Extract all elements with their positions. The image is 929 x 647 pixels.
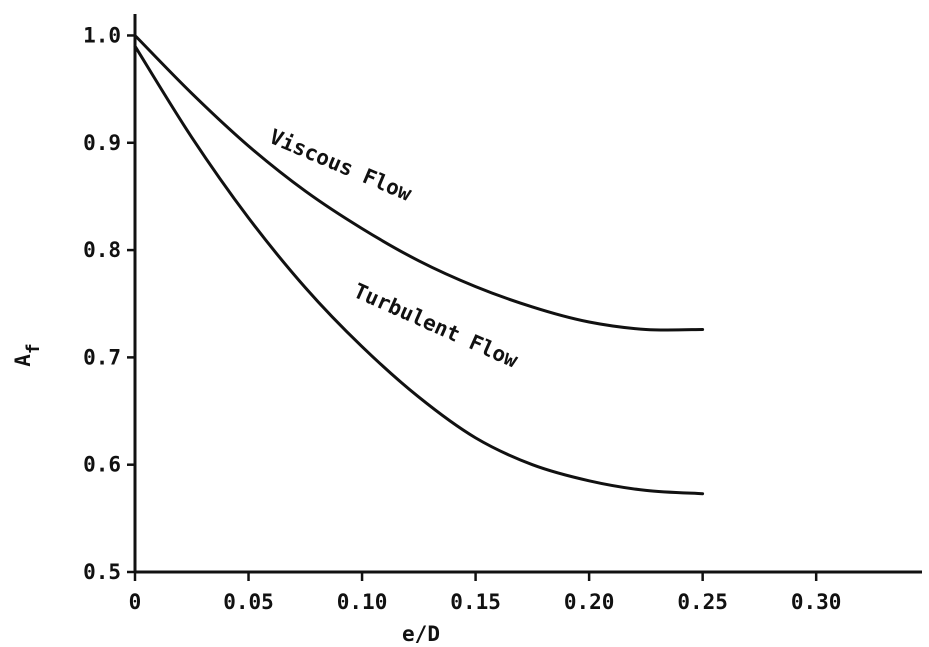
x-tick-label: 0.05 [223,590,274,614]
x-tick-label: 0.15 [450,590,501,614]
y-axis-title-subscript: f [23,343,44,354]
y-tick-label: 0.6 [83,453,121,477]
series-line-turbulent-flow [133,44,705,496]
x-tick-label: 0.30 [791,590,842,614]
x-tick-label: 0.25 [677,590,728,614]
y-tick-label: 0.9 [83,131,121,155]
x-axis-ticks: 0 0.05 0.10 0.15 0.20 0.25 0.30 [129,571,842,614]
plot-area [133,34,705,496]
series-line-viscous-flow [133,34,705,332]
y-axis-ticks: 0.5 0.6 0.7 0.8 0.9 1.0 [83,23,136,584]
svg-text:Af: Af [11,343,44,367]
y-tick-label: 0.7 [83,345,121,369]
y-tick-label: 0.5 [83,560,121,584]
x-tick-label: 0.10 [337,590,388,614]
y-axis-title-main: A [11,354,35,367]
y-axis-title: Af [11,343,44,367]
x-tick-label: 0.20 [564,590,615,614]
y-tick-label: 0.8 [83,238,121,262]
x-tick-label: 0 [129,590,142,614]
series-label-viscous-flow: Viscous Flow [266,125,415,207]
y-tick-label: 1.0 [83,23,121,47]
x-axis-title: e/D [402,622,440,646]
